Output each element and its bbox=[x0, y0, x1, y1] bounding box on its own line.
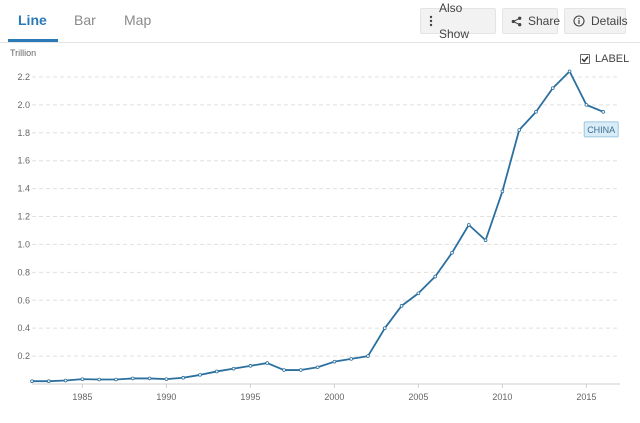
x-tick-label: 1990 bbox=[156, 392, 176, 402]
checkmark-icon bbox=[581, 56, 589, 63]
data-point[interactable] bbox=[416, 291, 421, 296]
label-toggle[interactable]: LABEL bbox=[580, 52, 629, 66]
data-point[interactable] bbox=[298, 368, 303, 372]
tab-line[interactable]: Line bbox=[18, 12, 47, 28]
y-tick-label: 1.0 bbox=[17, 239, 30, 249]
share-button[interactable]: Share bbox=[502, 8, 561, 34]
data-point[interactable] bbox=[80, 377, 85, 381]
active-tab-indicator bbox=[8, 39, 58, 42]
share-icon bbox=[511, 16, 522, 27]
x-tick-label: 1985 bbox=[72, 392, 92, 402]
y-tick-label: 0.2 bbox=[17, 351, 30, 361]
y-tick-label: 1.4 bbox=[17, 184, 30, 194]
info-circle-icon bbox=[573, 15, 585, 27]
data-point[interactable] bbox=[215, 369, 219, 374]
data-point[interactable] bbox=[450, 251, 454, 255]
data-point[interactable] bbox=[97, 377, 101, 382]
also-show-label: Also Show bbox=[439, 1, 470, 41]
y-tick-label: 1.8 bbox=[17, 128, 30, 138]
data-point[interactable] bbox=[500, 189, 505, 194]
y-tick-label: 1.6 bbox=[17, 156, 30, 166]
y-tick-label: 2.0 bbox=[17, 100, 30, 110]
vertical-ellipsis-icon bbox=[429, 15, 433, 27]
series-name-label: CHINA bbox=[587, 125, 615, 135]
data-point[interactable] bbox=[46, 379, 51, 384]
data-point[interactable] bbox=[466, 223, 471, 227]
x-tick-label: 2010 bbox=[492, 392, 512, 402]
data-point[interactable] bbox=[114, 377, 118, 382]
tab-bar[interactable]: Bar bbox=[74, 12, 96, 28]
data-point[interactable] bbox=[534, 110, 538, 114]
data-point[interactable] bbox=[131, 376, 135, 381]
y-axis-label: Trillion bbox=[10, 48, 36, 58]
y-tick-label: 0.4 bbox=[17, 323, 30, 333]
y-tick-label: 0.6 bbox=[17, 295, 30, 305]
share-label: Share bbox=[528, 14, 561, 28]
data-point[interactable] bbox=[433, 274, 438, 279]
y-tick-label: 0.8 bbox=[17, 267, 30, 277]
label-checkbox[interactable] bbox=[580, 54, 590, 64]
data-point[interactable] bbox=[550, 86, 555, 90]
data-point[interactable] bbox=[181, 375, 186, 380]
x-tick-label: 1995 bbox=[240, 392, 260, 402]
data-point[interactable] bbox=[164, 377, 169, 381]
x-tick-label: 2005 bbox=[408, 392, 428, 402]
data-point[interactable] bbox=[63, 378, 68, 383]
data-point[interactable] bbox=[332, 359, 337, 364]
also-show-button[interactable]: Also Show bbox=[420, 1, 496, 41]
series-line-china[interactable] bbox=[32, 70, 604, 383]
data-point[interactable] bbox=[231, 366, 236, 371]
data-point[interactable] bbox=[567, 69, 572, 74]
line-chart: Trillion 0.2 0.4 0.6 0.8 1.0 1.2 1.4 1.6 1.8 2.0 2… bbox=[10, 48, 620, 402]
details-label: Details bbox=[591, 14, 628, 28]
data-point[interactable] bbox=[399, 304, 404, 308]
data-point[interactable] bbox=[147, 376, 152, 381]
y-tick-label: 1.2 bbox=[17, 212, 30, 222]
chart-type-tabs: Line Bar Map Also Show Share Details bbox=[0, 0, 640, 43]
data-point[interactable] bbox=[315, 365, 320, 370]
data-point[interactable] bbox=[248, 364, 253, 368]
data-point[interactable] bbox=[349, 357, 354, 361]
data-point[interactable] bbox=[584, 103, 589, 107]
series-name-tag bbox=[583, 121, 619, 138]
data-point[interactable] bbox=[282, 368, 286, 372]
data-point[interactable] bbox=[30, 379, 34, 384]
y-tick-label: 2.2 bbox=[17, 72, 30, 82]
data-point[interactable] bbox=[366, 354, 370, 358]
x-tick-label: 2015 bbox=[576, 392, 596, 402]
details-button[interactable]: Details bbox=[564, 8, 628, 34]
data-point[interactable] bbox=[382, 326, 387, 330]
data-point[interactable] bbox=[483, 238, 488, 243]
data-point[interactable] bbox=[601, 110, 605, 114]
label-toggle-text: LABEL bbox=[595, 53, 630, 65]
data-point[interactable] bbox=[517, 128, 521, 132]
tab-map[interactable]: Map bbox=[124, 12, 152, 28]
data-point[interactable] bbox=[198, 373, 202, 377]
x-tick-label: 2000 bbox=[324, 392, 344, 402]
data-point[interactable] bbox=[265, 361, 270, 365]
